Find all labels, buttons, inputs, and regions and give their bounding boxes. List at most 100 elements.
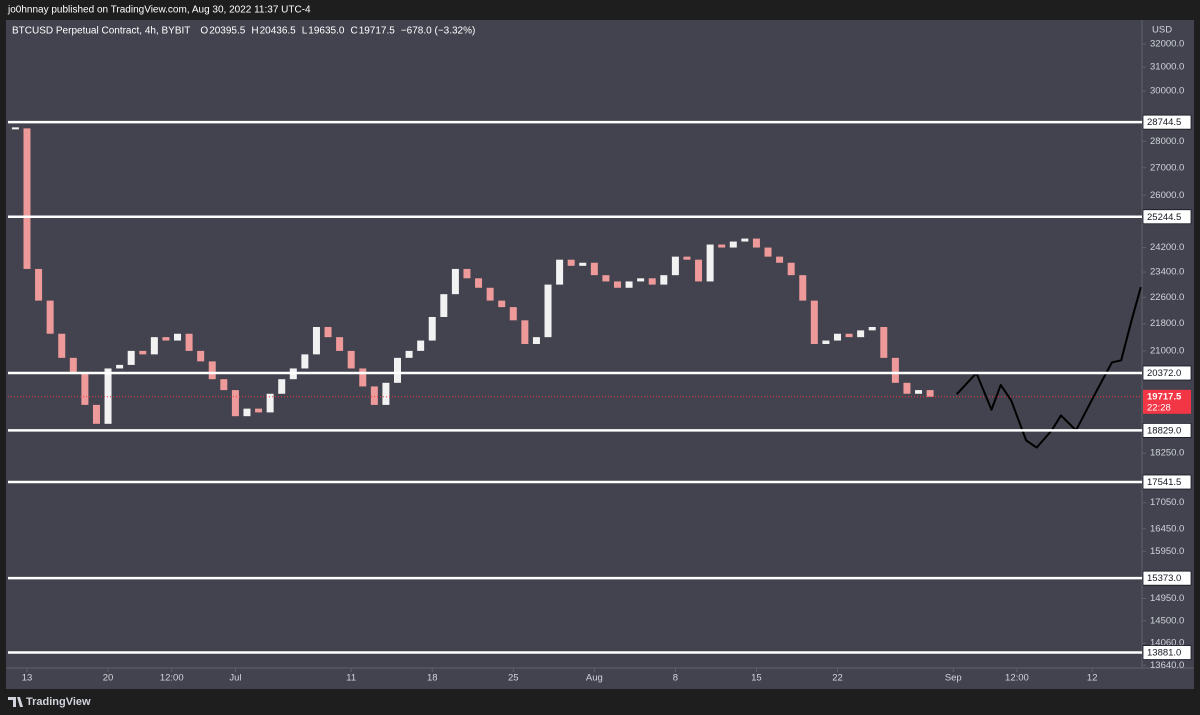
y-tick-label: 28000.0 bbox=[1150, 136, 1184, 147]
level-tag bbox=[1142, 645, 1192, 660]
candle bbox=[532, 337, 540, 344]
ohlc-value: 20395.5 bbox=[209, 26, 246, 37]
candle bbox=[521, 320, 529, 344]
level-label: 13881.0 bbox=[1147, 648, 1181, 659]
candle bbox=[139, 350, 147, 355]
level-tag bbox=[1142, 114, 1192, 130]
candle bbox=[845, 333, 853, 338]
ohlc-label: L bbox=[302, 26, 308, 37]
candle bbox=[579, 262, 587, 266]
x-tick-label: 12:00 bbox=[1005, 673, 1029, 684]
candle bbox=[625, 281, 633, 288]
x-tick-label: 13 bbox=[22, 673, 33, 684]
candle bbox=[891, 357, 899, 383]
candle bbox=[764, 247, 772, 257]
candle bbox=[231, 390, 239, 417]
candle bbox=[509, 307, 517, 321]
candle bbox=[903, 382, 911, 394]
y-tick-label: 30000.0 bbox=[1150, 86, 1184, 97]
candle bbox=[35, 268, 43, 301]
x-tick-label: 25 bbox=[508, 673, 519, 684]
candle bbox=[810, 300, 818, 344]
candle bbox=[695, 259, 703, 282]
candle bbox=[671, 256, 679, 276]
level-tag bbox=[1142, 209, 1192, 225]
candle bbox=[868, 326, 876, 331]
candle bbox=[278, 379, 286, 394]
candle bbox=[857, 330, 865, 338]
level-tag bbox=[1142, 570, 1192, 586]
x-tick-label: 15 bbox=[751, 673, 762, 684]
level-label: 17541.5 bbox=[1147, 477, 1181, 488]
y-tick-label: 22600.0 bbox=[1150, 292, 1184, 303]
level-tag bbox=[1142, 365, 1192, 381]
y-tick-label: 21000.0 bbox=[1150, 345, 1184, 356]
symbol-title: BTCUSD Perpetual Contract, 4h, BYBIT bbox=[12, 26, 190, 37]
x-tick-label: 12:00 bbox=[160, 673, 184, 684]
candle bbox=[324, 326, 332, 338]
level-label: 20372.0 bbox=[1147, 368, 1181, 379]
candle bbox=[382, 382, 390, 405]
candle bbox=[266, 393, 274, 413]
y-tick-label: 15950.0 bbox=[1150, 546, 1184, 557]
candle bbox=[92, 404, 100, 424]
x-tick-label: 12 bbox=[1087, 673, 1098, 684]
candle bbox=[706, 244, 714, 282]
ohlc-label: C bbox=[350, 26, 357, 37]
countdown: 22:28 bbox=[1147, 402, 1171, 413]
candle bbox=[46, 300, 54, 334]
y-tick-label: 13640.0 bbox=[1150, 660, 1184, 671]
candle bbox=[150, 337, 158, 355]
candle bbox=[185, 333, 193, 351]
candle bbox=[915, 390, 923, 394]
candle bbox=[347, 350, 355, 369]
y-tick-label: 14060.0 bbox=[1150, 638, 1184, 649]
y-tick-label: 32000.0 bbox=[1150, 38, 1184, 49]
candle bbox=[486, 287, 494, 301]
x-tick-label: 8 bbox=[673, 673, 678, 684]
candle bbox=[544, 284, 552, 338]
candle bbox=[440, 294, 448, 317]
candle bbox=[58, 333, 66, 358]
candle bbox=[648, 278, 656, 285]
candle bbox=[394, 357, 402, 383]
candle bbox=[683, 256, 691, 260]
candle bbox=[451, 268, 459, 295]
y-tick-label: 17050.0 bbox=[1150, 497, 1184, 508]
candle bbox=[613, 281, 621, 288]
candle bbox=[23, 128, 31, 269]
candle bbox=[776, 256, 784, 263]
candle bbox=[197, 350, 205, 362]
x-tick-label: Aug bbox=[586, 673, 603, 684]
ohlc-label: H bbox=[251, 26, 258, 37]
candle bbox=[799, 275, 807, 301]
y-tick-label: 21800.0 bbox=[1150, 318, 1184, 329]
candle bbox=[104, 368, 112, 424]
level-tag bbox=[1142, 423, 1192, 438]
y-tick-label: 16450.0 bbox=[1150, 523, 1184, 534]
level-label: 28744.5 bbox=[1147, 117, 1181, 128]
x-tick-label: Sep bbox=[945, 673, 962, 684]
candle bbox=[463, 268, 471, 279]
y-tick-label: 31000.0 bbox=[1150, 62, 1184, 73]
last-price-label: 19717.5 bbox=[1147, 391, 1182, 402]
candle bbox=[405, 350, 413, 358]
y-tick-label: 24200.0 bbox=[1150, 242, 1184, 253]
candle bbox=[162, 337, 170, 341]
candle bbox=[208, 361, 216, 380]
candle bbox=[220, 379, 228, 391]
candle bbox=[880, 326, 888, 358]
candle bbox=[833, 333, 841, 341]
candle bbox=[417, 340, 425, 351]
candle bbox=[127, 350, 135, 365]
level-label: 18829.0 bbox=[1147, 425, 1181, 436]
ohlc-label: O bbox=[200, 26, 208, 37]
candle bbox=[81, 372, 89, 405]
brand: TradingView bbox=[26, 696, 91, 708]
candle bbox=[370, 386, 378, 405]
y-tick-label: 18250.0 bbox=[1150, 448, 1184, 459]
y-tick-label: 14500.0 bbox=[1150, 615, 1184, 626]
x-tick-label: 22 bbox=[832, 673, 843, 684]
candle bbox=[359, 368, 367, 387]
